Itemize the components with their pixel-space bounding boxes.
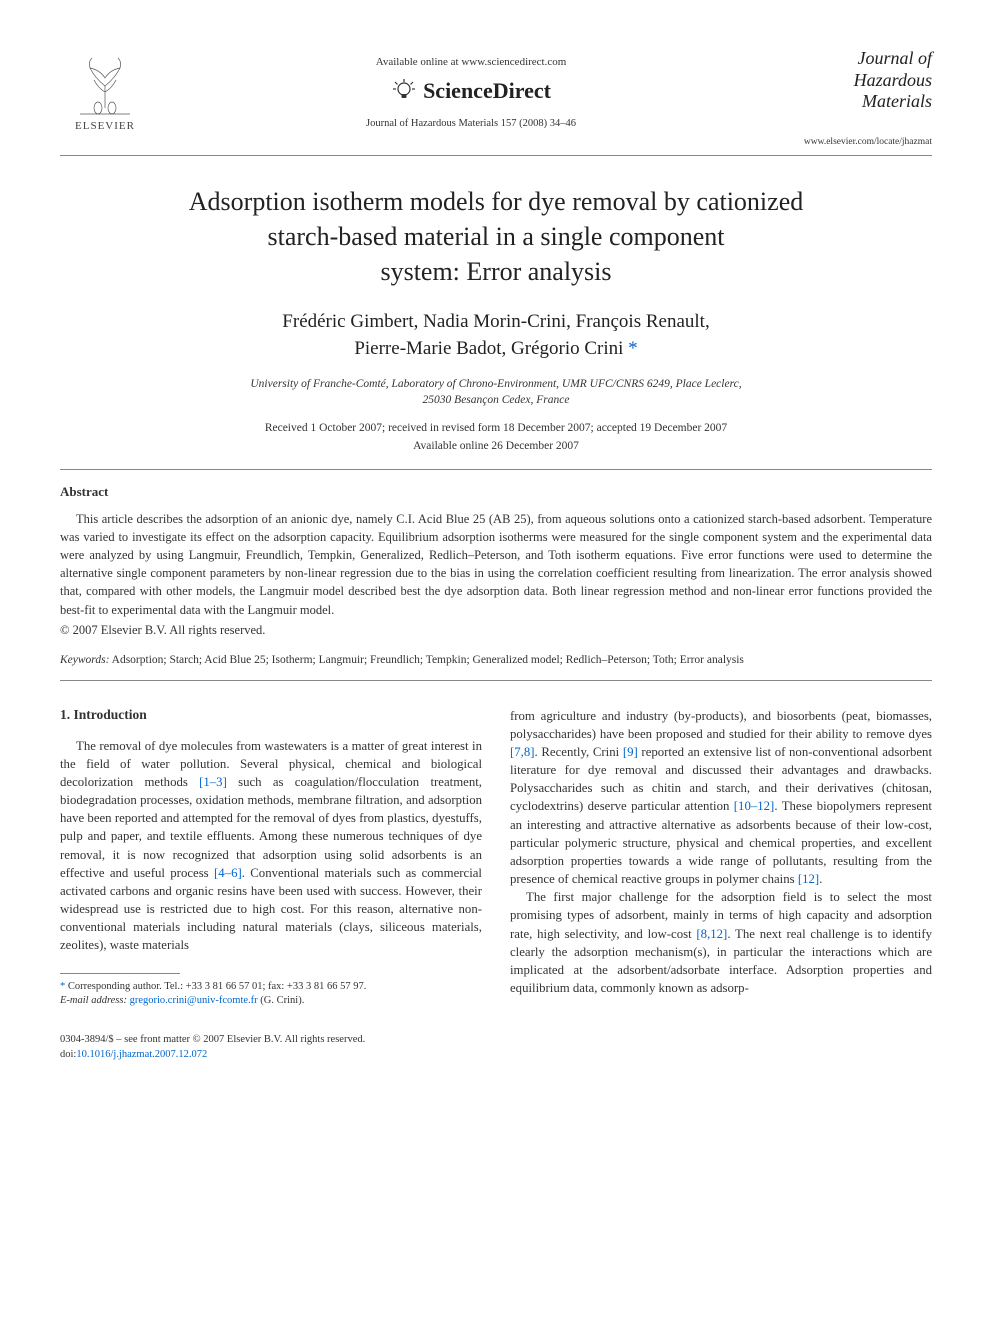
- sciencedirect-wordmark: ScienceDirect: [423, 78, 551, 103]
- journal-cover: Journal of Hazardous Materials www.elsev…: [792, 48, 932, 147]
- section-rule: [60, 680, 932, 681]
- section-rule: [60, 469, 932, 470]
- reference-link[interactable]: [1–3]: [199, 775, 227, 789]
- journal-name-line: Hazardous: [854, 70, 932, 90]
- abstract-body: This article describes the adsorption of…: [60, 510, 932, 619]
- affiliation-line: 25030 Besançon Cedex, France: [423, 394, 570, 406]
- journal-name-line: Materials: [862, 91, 932, 111]
- doi-label: doi:: [60, 1049, 76, 1060]
- body-paragraph: from agriculture and industry (by-produc…: [510, 707, 932, 889]
- footnote-tail: (G. Crini).: [258, 995, 305, 1006]
- text-span: such as coagulation/flocculation treatme…: [60, 775, 482, 880]
- header-rule: [60, 155, 932, 156]
- title-line: starch-based material in a single compon…: [267, 222, 724, 251]
- reference-link[interactable]: [9]: [623, 745, 638, 759]
- journal-url: www.elsevier.com/locate/jhazmat: [792, 137, 932, 147]
- reference-link[interactable]: [10–12]: [734, 799, 775, 813]
- reference-link[interactable]: [8,12]: [696, 927, 727, 941]
- right-column: from agriculture and industry (by-produc…: [510, 707, 932, 1009]
- doi-link[interactable]: 10.1016/j.jhazmat.2007.12.072: [76, 1049, 207, 1060]
- dates-line: Received 1 October 2007; received in rev…: [265, 422, 727, 434]
- authors-line: Pierre-Marie Badot, Grégorio Crini: [354, 338, 623, 359]
- reference-link[interactable]: [4–6]: [214, 866, 242, 880]
- body-columns: 1. Introduction The removal of dye molec…: [60, 707, 932, 1009]
- sciencedirect-text: ScienceDirect: [423, 78, 551, 104]
- corresponding-footnote: * Corresponding author. Tel.: +33 3 81 6…: [60, 980, 482, 1009]
- abstract-heading: Abstract: [60, 484, 932, 500]
- affiliation: University of Franche-Comté, Laboratory …: [60, 376, 932, 408]
- elsevier-label: ELSEVIER: [75, 120, 135, 132]
- title-line: system: Error analysis: [380, 257, 611, 286]
- sciencedirect-bulb-icon: [391, 78, 417, 104]
- reference-link[interactable]: [12]: [798, 872, 819, 886]
- corresponding-marker[interactable]: *: [628, 338, 638, 359]
- title-line: Adsorption isotherm models for dye remov…: [189, 187, 803, 216]
- text-span: from agriculture and industry (by-produc…: [510, 709, 932, 741]
- keywords: Keywords: Adsorption; Starch; Acid Blue …: [60, 654, 932, 666]
- text-span: .: [819, 872, 822, 886]
- available-online-text: Available online at www.sciencedirect.co…: [150, 56, 792, 68]
- authors: Frédéric Gimbert, Nadia Morin-Crini, Fra…: [60, 309, 932, 362]
- footnote-rule: [60, 973, 180, 974]
- text-span: . Recently, Crini: [535, 745, 623, 759]
- page-footer: 0304-3894/$ – see front matter © 2007 El…: [60, 1033, 932, 1062]
- body-paragraph: The first major challenge for the adsorp…: [510, 888, 932, 997]
- journal-citation: Journal of Hazardous Materials 157 (2008…: [150, 118, 792, 129]
- left-column: 1. Introduction The removal of dye molec…: [60, 707, 482, 1009]
- journal-name-line: Journal of: [858, 48, 933, 68]
- page-header: ELSEVIER Available online at www.science…: [60, 48, 932, 147]
- center-header: Available online at www.sciencedirect.co…: [150, 48, 792, 129]
- elsevier-tree-icon: [70, 48, 140, 118]
- sciencedirect-logo: ScienceDirect: [150, 78, 792, 104]
- reference-link[interactable]: [7,8]: [510, 745, 535, 759]
- elsevier-logo: ELSEVIER: [60, 48, 150, 132]
- dates-line: Available online 26 December 2007: [413, 440, 579, 452]
- footnote-email-label: E-mail address:: [60, 995, 127, 1006]
- journal-name: Journal of Hazardous Materials: [792, 48, 932, 113]
- keywords-text: Adsorption; Starch; Acid Blue 25; Isothe…: [109, 654, 744, 666]
- introduction-heading: 1. Introduction: [60, 707, 482, 723]
- footer-copyright: 0304-3894/$ – see front matter © 2007 El…: [60, 1034, 365, 1045]
- footnote-text: Corresponding author. Tel.: +33 3 81 66 …: [65, 981, 366, 992]
- article-dates: Received 1 October 2007; received in rev…: [60, 420, 932, 455]
- article-title: Adsorption isotherm models for dye remov…: [100, 184, 892, 289]
- abstract-copyright: © 2007 Elsevier B.V. All rights reserved…: [60, 623, 932, 638]
- intro-paragraph: The removal of dye molecules from wastew…: [60, 737, 482, 955]
- authors-line: Frédéric Gimbert, Nadia Morin-Crini, Fra…: [282, 311, 709, 332]
- affiliation-line: University of Franche-Comté, Laboratory …: [250, 378, 741, 390]
- keywords-label: Keywords:: [60, 654, 109, 666]
- email-link[interactable]: gregorio.crini@univ-fcomte.fr: [130, 995, 258, 1006]
